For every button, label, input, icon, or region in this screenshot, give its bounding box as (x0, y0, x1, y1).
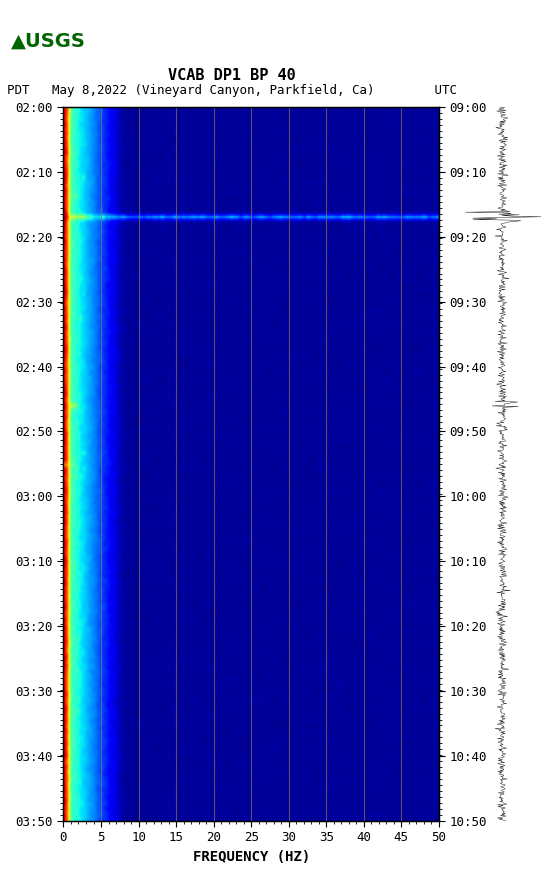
Text: VCAB DP1 BP 40: VCAB DP1 BP 40 (168, 69, 296, 83)
Text: PDT   May 8,2022 (Vineyard Canyon, Parkfield, Ca)        UTC: PDT May 8,2022 (Vineyard Canyon, Parkfie… (7, 85, 457, 97)
X-axis label: FREQUENCY (HZ): FREQUENCY (HZ) (193, 849, 310, 863)
Text: ▲USGS: ▲USGS (11, 31, 86, 50)
